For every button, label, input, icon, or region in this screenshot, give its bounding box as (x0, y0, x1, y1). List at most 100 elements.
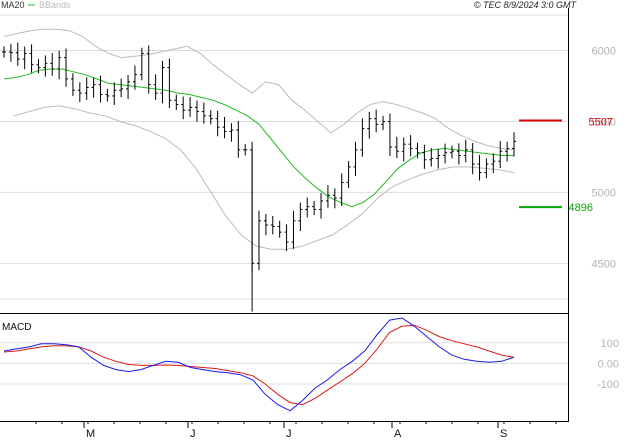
ohlc-bar (463, 139, 468, 163)
ohlc-bars (2, 42, 516, 312)
ohlc-bar (325, 185, 330, 208)
ohlc-bar (477, 154, 482, 181)
source-label: © TEC 8/9/2024 3:0 GMT (474, 0, 578, 10)
ohlc-bar (105, 88, 110, 102)
ohlc-bar (208, 110, 213, 125)
ma20-legend-label: MA20 (1, 0, 25, 10)
ohlc-bar (484, 158, 489, 179)
macd-axis-ticks: 100 0.00 -100 (597, 338, 619, 391)
price-tick-label: 6000 (592, 46, 616, 58)
ohlc-bar (415, 142, 420, 159)
ohlc-bar (277, 220, 282, 238)
macd-signal-line (3, 324, 515, 406)
ohlc-bar (470, 143, 475, 175)
macd-panel: 100 0.00 -100 MACD (0, 317, 619, 412)
ohlc-bar (91, 77, 96, 98)
macd-tick-label: 0.00 (598, 358, 619, 370)
ohlc-bar (222, 116, 227, 139)
ohlc-bar (374, 109, 379, 133)
date-tick-label: A (394, 428, 402, 440)
ohlc-bar (312, 200, 317, 216)
bbands-upper-line (3, 28, 515, 151)
ohlc-bar (215, 110, 220, 137)
ohlc-bar (43, 55, 48, 77)
ma20-line (3, 68, 514, 208)
ohlc-bar (422, 144, 427, 169)
ohlc-bar (201, 102, 206, 124)
ohlc-bar (429, 148, 434, 167)
ohlc-bar (436, 148, 441, 169)
ohlc-bar (298, 202, 303, 232)
date-tick-label: J (286, 428, 292, 440)
ohlc-bar (132, 65, 137, 90)
ohlc-bar (332, 188, 337, 209)
ohlc-bar (257, 210, 261, 271)
ohlc-bar (57, 50, 62, 80)
ohlc-bar (153, 74, 158, 100)
macd-tick-label: 100 (601, 338, 619, 350)
price-grid (0, 14, 568, 300)
ohlc-bar (139, 47, 144, 81)
date-tick-label: J (190, 428, 196, 440)
ohlc-bar (443, 143, 448, 164)
ohlc-bar (126, 74, 131, 100)
ohlc-bar (387, 113, 392, 157)
ohlc-bar (505, 141, 510, 162)
ohlc-bar (77, 82, 82, 103)
ohlc-bar (236, 120, 241, 158)
ohlc-bar (188, 97, 193, 117)
ohlc-bar (160, 60, 165, 104)
price-tick-label: 5000 (592, 187, 616, 199)
ohlc-bar (401, 137, 406, 162)
support-label: 4896 (569, 202, 593, 214)
ohlc-bar (346, 161, 351, 189)
ohlc-bar (29, 44, 34, 73)
ohlc-bar (229, 123, 234, 142)
ohlc-bar (112, 82, 117, 106)
ohlc-bar (491, 153, 496, 174)
ohlc-bar (2, 46, 6, 58)
ohlc-bar (498, 141, 503, 169)
price-axis-ticks: 6000 5500 5000 4500 (592, 46, 616, 271)
ohlc-bar (449, 145, 454, 159)
ohlc-bar (367, 111, 372, 139)
ohlc-bar (243, 144, 248, 156)
ohlc-bar (194, 100, 199, 122)
bbands-legend-label: BBands (39, 0, 71, 10)
ohlc-bar (98, 75, 103, 103)
ohlc-bar (305, 197, 310, 218)
ohlc-bar (119, 78, 124, 98)
ohlc-bar (360, 118, 365, 157)
price-tick-label: 5500 (592, 116, 616, 128)
ohlc-bar (146, 45, 151, 94)
ohlc-bar (64, 48, 69, 87)
macd-tick-label: -100 (597, 379, 619, 391)
ohlc-bar (512, 132, 516, 157)
ohlc-bar (36, 59, 41, 74)
ohlc-bar (381, 115, 386, 130)
ohlc-bar (167, 58, 172, 109)
ohlc-bar (174, 94, 179, 111)
ohlc-bar (181, 96, 186, 120)
ohlc-bar (263, 213, 268, 236)
ohlc-bar (15, 42, 20, 66)
ohlc-bar (291, 210, 296, 249)
price-panel-area (0, 8, 568, 313)
ohlc-bar (22, 46, 27, 70)
ohlc-bar (319, 192, 324, 219)
date-tick-label: S (500, 428, 507, 440)
macd-grid (0, 342, 568, 385)
ohlc-bar (284, 224, 289, 252)
ohlc-bar (84, 77, 89, 100)
ohlc-bar (456, 143, 461, 165)
ohlc-bar (339, 173, 344, 207)
ohlc-bar (70, 73, 75, 96)
price-tick-label: 4500 (592, 258, 616, 270)
date-tick-label: M (86, 428, 95, 440)
ohlc-bar (394, 136, 399, 159)
ohlc-bar (270, 215, 275, 235)
ohlc-bar (408, 135, 413, 157)
macd-label: MACD (2, 322, 31, 333)
